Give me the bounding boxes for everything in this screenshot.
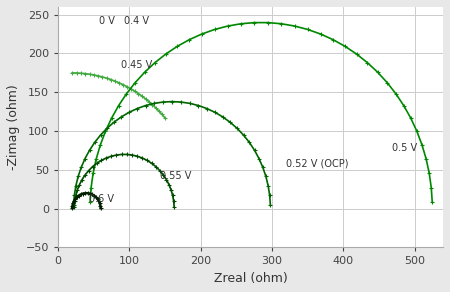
Text: 0.6 V: 0.6 V bbox=[89, 194, 114, 204]
Y-axis label: -Zimag (ohm): -Zimag (ohm) bbox=[7, 84, 20, 170]
Text: 0.5 V: 0.5 V bbox=[392, 143, 417, 153]
Text: 0.55 V: 0.55 V bbox=[160, 171, 191, 181]
Text: 0.52 V (OCP): 0.52 V (OCP) bbox=[286, 159, 349, 169]
Text: 0.45 V: 0.45 V bbox=[121, 60, 152, 70]
X-axis label: Zreal (ohm): Zreal (ohm) bbox=[214, 272, 288, 285]
Text: 0 V: 0 V bbox=[99, 16, 115, 26]
Text: 0.4 V: 0.4 V bbox=[124, 16, 149, 26]
